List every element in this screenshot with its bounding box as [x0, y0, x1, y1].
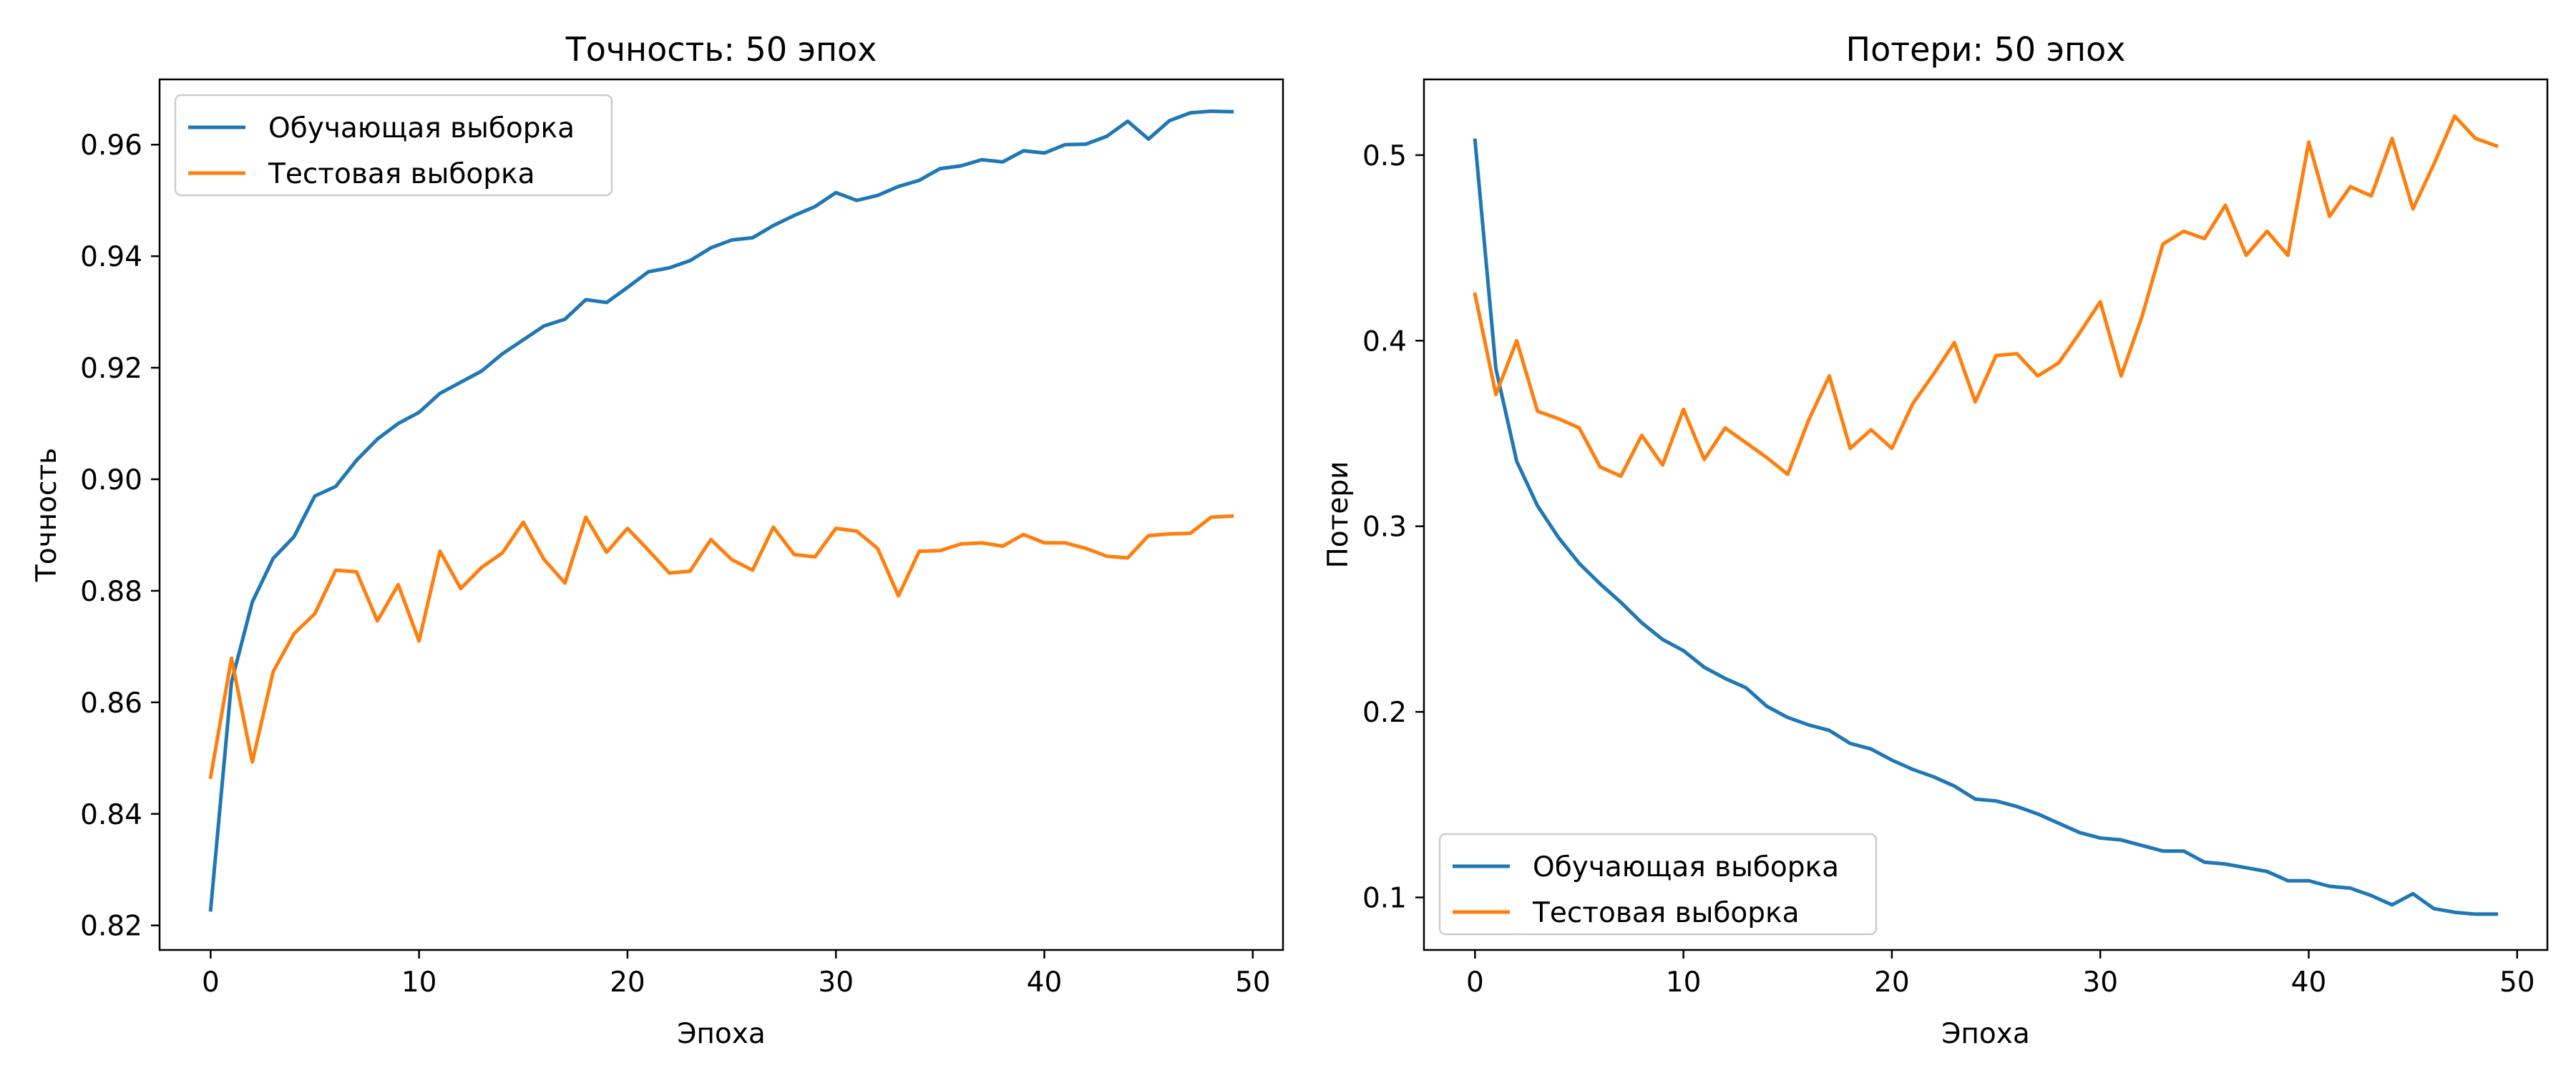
- chart-1-y-tick-label: 0.94: [80, 241, 142, 273]
- chart-2-legend-box: [1438, 833, 1878, 936]
- chart-1: Точность: 50 эпох 0 10 20 30 40 50 0.82 0.84 0.86…: [31, 30, 1284, 1050]
- chart-1-legend-box: [174, 94, 613, 197]
- chart-2-y-tick-label: 0.4: [1362, 325, 1407, 358]
- chart-1-x-tick-label: 0: [202, 966, 220, 999]
- chart-1-y-axis-label: Точность: [31, 448, 63, 582]
- chart-2-x-tick-label: 30: [2082, 966, 2118, 999]
- chart-1-x-tick-label: 40: [1027, 966, 1063, 999]
- chart-1-y-tick-label: 0.88: [80, 576, 142, 608]
- chart-2-x-tick-label: 50: [2499, 966, 2535, 999]
- chart-2-legend-label-1: Обучающая выборка: [1533, 851, 1839, 883]
- chart-2-axes-frame: [1423, 78, 2549, 951]
- chart-2: Потери: 50 эпох 0 10 20 30 40 50 0.1 0.2 0.3 0.4 0.…: [1322, 30, 2549, 1050]
- chart-2-series-1-line: [1473, 138, 2499, 916]
- chart-1-legend-label-1: Обучающая выборка: [268, 112, 575, 144]
- chart-2-x-tick-label: 0: [1466, 966, 1484, 999]
- chart-2-y-tick-label: 0.2: [1362, 697, 1407, 729]
- chart-1-series-2-line: [208, 514, 1234, 780]
- chart-1-axes-frame: [158, 78, 1284, 951]
- chart-1-title: Точность: 50 эпох: [565, 30, 877, 69]
- chart-1-x-tick-label: 20: [610, 966, 645, 999]
- chart-2-series-2-line: [1473, 114, 2499, 479]
- chart-1-legend: Обучающая выборка Тестовая выборка: [174, 94, 613, 197]
- chart-1-y-tick-label: 0.82: [80, 911, 142, 943]
- chart-2-y-axis-label: Потери: [1322, 461, 1355, 568]
- chart-2-x-tick-label: 10: [1666, 966, 1702, 999]
- chart-2-y-tick-label: 0.5: [1362, 140, 1407, 172]
- chart-1-x-tick-label: 10: [401, 966, 437, 999]
- chart-2-legend-label-2: Тестовая выборка: [1532, 897, 1799, 929]
- chart-1-x-tick-label: 30: [818, 966, 854, 999]
- chart-2-x-tick-label: 20: [1874, 966, 1910, 999]
- charts-root: Точность: 50 эпох 0 10 20 30 40 50 0.82 0.84 0.86…: [31, 30, 2549, 1050]
- chart-1-y-tick-label: 0.90: [80, 464, 142, 496]
- chart-1-y-tick-label: 0.96: [80, 129, 142, 162]
- chart-1-x-tick-label: 50: [1235, 966, 1271, 999]
- chart-1-legend-label-2: Тестовая выборка: [268, 158, 535, 190]
- chart-2-x-axis-label: Эпоха: [1941, 1018, 2030, 1050]
- chart-1-y-tick-label: 0.92: [80, 353, 142, 385]
- chart-2-title: Потери: 50 эпох: [1846, 30, 2126, 69]
- chart-1-y-tick-label: 0.84: [80, 799, 142, 831]
- chart-2-legend: Обучающая выборка Тестовая выборка: [1438, 833, 1878, 936]
- chart-2-x-tick-label: 40: [2291, 966, 2327, 999]
- chart-1-series-1-line: [208, 109, 1234, 912]
- chart-2-y-tick-label: 0.1: [1362, 883, 1407, 915]
- chart-1-x-axis-label: Эпоха: [677, 1018, 766, 1050]
- chart-2-y-tick-label: 0.3: [1362, 511, 1407, 544]
- chart-1-y-tick-label: 0.86: [80, 687, 142, 720]
